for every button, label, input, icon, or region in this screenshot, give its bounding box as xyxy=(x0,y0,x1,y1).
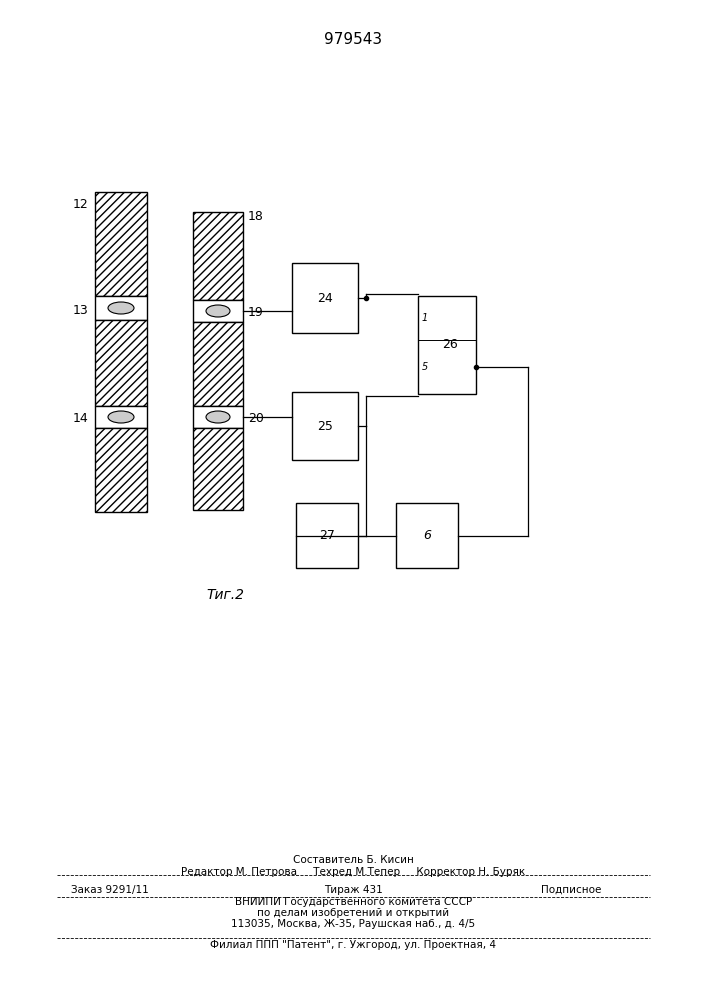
Text: Τиг.2: Τиг.2 xyxy=(206,588,244,602)
Text: 14: 14 xyxy=(72,412,88,424)
Text: 24: 24 xyxy=(317,292,333,304)
Bar xyxy=(418,296,476,394)
Bar xyxy=(95,406,147,428)
Text: Тираж 431: Тираж 431 xyxy=(324,885,383,895)
Bar xyxy=(296,503,358,568)
Bar xyxy=(95,320,147,406)
Text: 18: 18 xyxy=(248,210,264,223)
Bar xyxy=(95,296,147,320)
Text: 26: 26 xyxy=(442,338,458,352)
Text: Составитель Б. Кисин: Составитель Б. Кисин xyxy=(293,855,414,865)
Ellipse shape xyxy=(206,411,230,423)
Text: 19: 19 xyxy=(248,306,264,318)
Bar xyxy=(193,428,243,510)
Ellipse shape xyxy=(108,411,134,423)
Text: Филиал ППП "Патент", г. Ужгород, ул. Проектная, 4: Филиал ППП "Патент", г. Ужгород, ул. Про… xyxy=(211,940,496,950)
Bar xyxy=(95,192,147,296)
Text: по делам изобретений и открытий: по делам изобретений и открытий xyxy=(257,908,450,918)
Text: 27: 27 xyxy=(319,529,335,542)
Text: Редактор М. Петрова     Техред М.Тепер     Корректор Н. Буряк: Редактор М. Петрова Техред М.Тепер Корре… xyxy=(182,867,525,877)
Ellipse shape xyxy=(206,305,230,317)
Bar xyxy=(193,322,243,406)
Text: Заказ 9291/11: Заказ 9291/11 xyxy=(71,885,148,895)
Bar xyxy=(193,406,243,428)
Bar xyxy=(193,212,243,300)
Text: ВНИИПИ Государственного комитета СССР: ВНИИПИ Государственного комитета СССР xyxy=(235,897,472,907)
Text: 25: 25 xyxy=(317,420,333,432)
Text: 20: 20 xyxy=(248,412,264,424)
Text: 979543: 979543 xyxy=(324,32,382,47)
Bar xyxy=(292,263,358,333)
Text: 1: 1 xyxy=(422,313,428,323)
Bar xyxy=(95,428,147,512)
Text: 12: 12 xyxy=(72,198,88,212)
Bar xyxy=(193,300,243,322)
Text: 13: 13 xyxy=(72,304,88,316)
Bar xyxy=(292,392,358,460)
Text: Подписное: Подписное xyxy=(541,885,601,895)
Text: 5: 5 xyxy=(422,362,428,372)
Text: 6: 6 xyxy=(423,529,431,542)
Ellipse shape xyxy=(108,302,134,314)
Bar xyxy=(396,503,458,568)
Text: 113035, Москва, Ж-35, Раушская наб., д. 4/5: 113035, Москва, Ж-35, Раушская наб., д. … xyxy=(231,919,476,929)
